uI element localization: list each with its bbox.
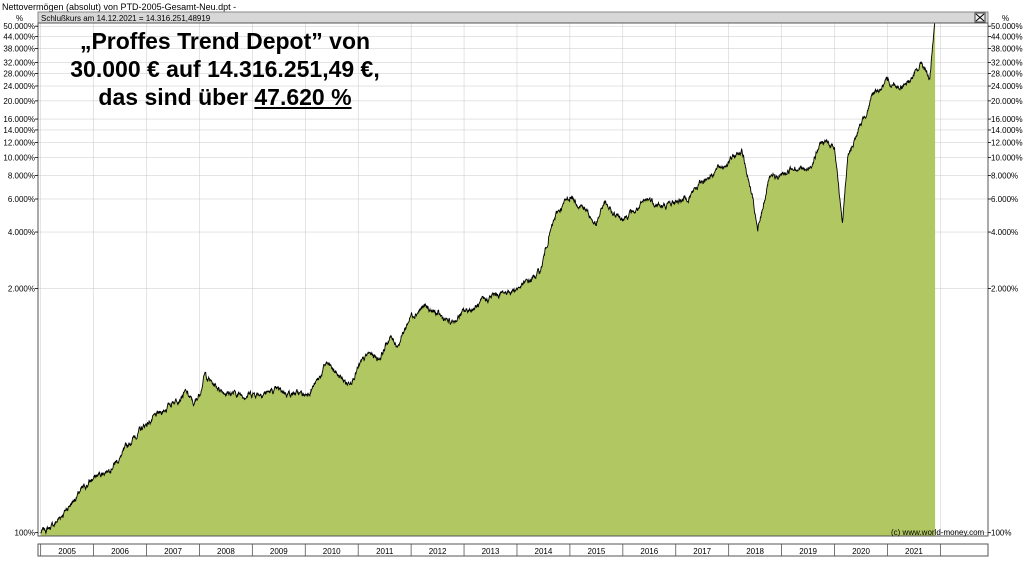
y-tick-label-right: 12.000% <box>991 139 1023 148</box>
x-tick-label: 2007 <box>164 547 182 556</box>
x-tick-label: 2021 <box>905 547 923 556</box>
y-tick-label-left: 14.000% <box>3 126 35 135</box>
y-tick-label-left: 10.000% <box>3 153 35 162</box>
y-tick-label-left: 20.000% <box>3 97 35 106</box>
y-tick-label-right: 10.000% <box>991 153 1023 162</box>
y-tick-label-right: 8.000% <box>991 172 1018 181</box>
y-tick-label-right: 32.000% <box>991 59 1023 68</box>
x-tick-label: 2013 <box>482 547 500 556</box>
y-tick-label-right: 6.000% <box>991 195 1018 204</box>
x-tick-label: 2012 <box>429 547 447 556</box>
y-tick-label-right: 100% <box>991 529 1011 538</box>
right-axis-unit: % <box>1002 14 1009 23</box>
y-tick-label-right: 16.000% <box>991 115 1023 124</box>
series-area <box>40 22 936 536</box>
y-tick-label-right: 28.000% <box>991 69 1023 78</box>
y-tick-label-left: 8.000% <box>8 172 35 181</box>
y-tick-label-left: 100% <box>15 529 35 538</box>
y-tick-label-right: 24.000% <box>991 82 1023 91</box>
y-tick-label-left: 32.000% <box>3 59 35 68</box>
x-tick-label: 2011 <box>376 547 394 556</box>
x-tick-label: 2010 <box>323 547 341 556</box>
x-axis: 2005 2006 2007 2008 2009 2010 2011 2012 2013 2014… <box>37 543 989 557</box>
y-tick-label-left: 16.000% <box>3 115 35 124</box>
close-value-label: Schlußkurs am 14.12.2021 = 14.316.251,48… <box>41 14 211 23</box>
annotation-line-3: das sind über 47.620 % <box>40 84 410 111</box>
annotation-highlight: 47.620 % <box>254 84 352 110</box>
x-tick-label: 2016 <box>640 547 658 556</box>
x-tick-label: 2005 <box>58 547 76 556</box>
y-tick-label-right: 14.000% <box>991 126 1023 135</box>
y-tick-label-right: 4.000% <box>991 228 1018 237</box>
y-tick-label-left: 12.000% <box>3 139 35 148</box>
x-tick-label: 2009 <box>270 547 288 556</box>
y-tick-label-left: 6.000% <box>8 195 35 204</box>
y-tick-label-left: 2.000% <box>8 285 35 294</box>
y-tick-label-left: 38.000% <box>3 45 35 54</box>
annotation-line-2: 30.000 € auf 14.316.251,49 €, <box>70 56 380 82</box>
x-tick-label: 2019 <box>799 547 817 556</box>
y-tick-label-right: 38.000% <box>991 45 1023 54</box>
window-title: Nettovermögen (absolut) von PTD-2005-Ges… <box>2 2 237 12</box>
x-tick-label: 2006 <box>111 547 129 556</box>
y-tick-label-left: 44.000% <box>3 33 35 42</box>
x-tick-label: 2014 <box>535 547 553 556</box>
y-tick-label-right: 44.000% <box>991 33 1023 42</box>
y-tick-label-right: 2.000% <box>991 285 1018 294</box>
close-icon[interactable] <box>974 12 986 23</box>
series-line <box>40 21 936 535</box>
x-tick-label: 2017 <box>693 547 711 556</box>
y-tick-label-left: 24.000% <box>3 82 35 91</box>
annotation-prefix: das sind über <box>98 84 255 110</box>
y-tick-label-left: 28.000% <box>3 69 35 78</box>
y-tick-label-left: 50.000% <box>3 22 35 31</box>
left-axis-unit: % <box>16 14 23 23</box>
y-tick-label-right: 50.000% <box>991 22 1023 31</box>
y-tick-label-left: 4.000% <box>8 228 35 237</box>
x-tick-label: 2008 <box>217 547 235 556</box>
y-axis-left: 50.000% 44.000% 38.000% 32.000%28.000% 24.00… <box>3 22 38 538</box>
copyright-notice: (c) www.world-money.com <box>891 528 985 537</box>
y-axis-right: 50.000% 44.000% 38.000% 32.000%28.000% 24.00… <box>988 22 1023 538</box>
x-tick-label: 2015 <box>588 547 606 556</box>
y-tick-label-right: 20.000% <box>991 97 1023 106</box>
plot-frame <box>37 22 989 537</box>
x-tick-label: 2020 <box>852 547 870 556</box>
grid-lines <box>38 23 988 536</box>
x-tick-label: 2018 <box>746 547 764 556</box>
annotation-line-1: „Proffes Trend Depot” von <box>79 28 371 54</box>
x-axis-band <box>37 543 989 557</box>
